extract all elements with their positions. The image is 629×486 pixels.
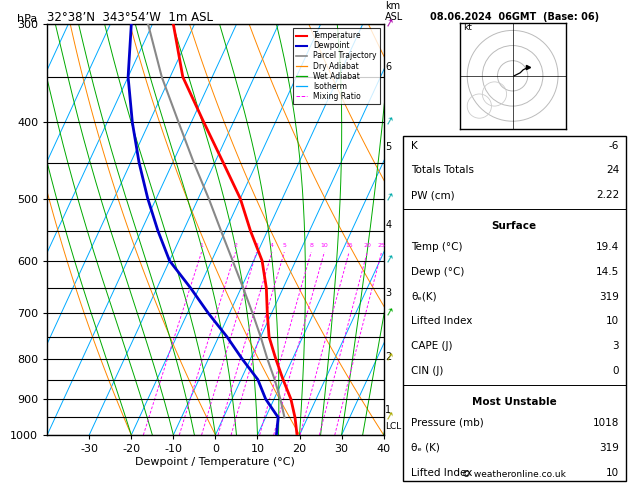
Text: 6: 6	[386, 62, 391, 72]
Text: hPa: hPa	[17, 14, 37, 24]
Text: 10: 10	[321, 243, 328, 248]
Text: 19.4: 19.4	[596, 242, 619, 252]
Text: 4: 4	[386, 220, 391, 230]
Text: 4: 4	[270, 243, 274, 248]
Text: 3: 3	[613, 341, 619, 351]
Text: 2.22: 2.22	[596, 190, 619, 200]
Text: ↑: ↑	[382, 17, 395, 31]
Bar	[403, 136, 626, 481]
Text: θₑ (K): θₑ (K)	[411, 443, 440, 453]
Text: Mixing Ratio (g/kg): Mixing Ratio (g/kg)	[443, 184, 453, 276]
Text: CIN (J): CIN (J)	[411, 366, 444, 376]
Text: 14.5: 14.5	[596, 267, 619, 277]
Legend: Temperature, Dewpoint, Parcel Trajectory, Dry Adiabat, Wet Adiabat, Isotherm, Mi: Temperature, Dewpoint, Parcel Trajectory…	[292, 28, 380, 104]
Text: 10: 10	[606, 316, 619, 327]
Text: Totals Totals: Totals Totals	[411, 165, 474, 175]
Text: 5: 5	[282, 243, 286, 248]
Text: 25: 25	[377, 243, 386, 248]
Text: 3: 3	[386, 288, 391, 298]
Text: ↑: ↑	[382, 352, 395, 365]
Text: 0: 0	[613, 366, 619, 376]
Text: 1: 1	[199, 243, 204, 248]
Text: 24: 24	[606, 165, 619, 175]
Text: Surface: Surface	[492, 221, 537, 231]
Text: Dewp (°C): Dewp (°C)	[411, 267, 465, 277]
Text: © weatheronline.co.uk: © weatheronline.co.uk	[462, 470, 566, 479]
Text: 15: 15	[345, 243, 353, 248]
Text: ↑: ↑	[382, 411, 395, 424]
Text: 2: 2	[386, 352, 392, 362]
Text: Pressure (mb): Pressure (mb)	[411, 418, 484, 428]
Text: 20: 20	[364, 243, 371, 248]
Text: 10: 10	[606, 468, 619, 478]
Text: km
ASL: km ASL	[386, 0, 404, 22]
Text: 3: 3	[255, 243, 259, 248]
Text: -6: -6	[609, 140, 619, 151]
Text: kt: kt	[463, 23, 472, 33]
Text: 319: 319	[599, 292, 619, 302]
X-axis label: Dewpoint / Temperature (°C): Dewpoint / Temperature (°C)	[135, 457, 296, 467]
Text: Lifted Index: Lifted Index	[411, 468, 473, 478]
Text: 08.06.2024  06GMT  (Base: 06): 08.06.2024 06GMT (Base: 06)	[430, 12, 599, 22]
Text: 1: 1	[386, 405, 391, 415]
Text: PW (cm): PW (cm)	[411, 190, 455, 200]
Text: 8: 8	[309, 243, 313, 248]
Text: ↑: ↑	[382, 116, 395, 129]
Text: 1018: 1018	[593, 418, 619, 428]
Text: 5: 5	[386, 142, 392, 152]
Text: 319: 319	[599, 443, 619, 453]
Text: ↑: ↑	[382, 192, 395, 205]
Text: θₑ(K): θₑ(K)	[411, 292, 437, 302]
Text: Temp (°C): Temp (°C)	[411, 242, 463, 252]
Text: ↑: ↑	[382, 254, 395, 267]
Text: Lifted Index: Lifted Index	[411, 316, 473, 327]
Text: Most Unstable: Most Unstable	[472, 397, 557, 407]
Text: K: K	[411, 140, 418, 151]
Text: CAPE (J): CAPE (J)	[411, 341, 453, 351]
Text: LCL: LCL	[386, 421, 402, 431]
Text: ↑: ↑	[382, 307, 395, 320]
Text: 32°38’N  343°54’W  1m ASL: 32°38’N 343°54’W 1m ASL	[47, 11, 213, 24]
Text: 2: 2	[233, 243, 238, 248]
